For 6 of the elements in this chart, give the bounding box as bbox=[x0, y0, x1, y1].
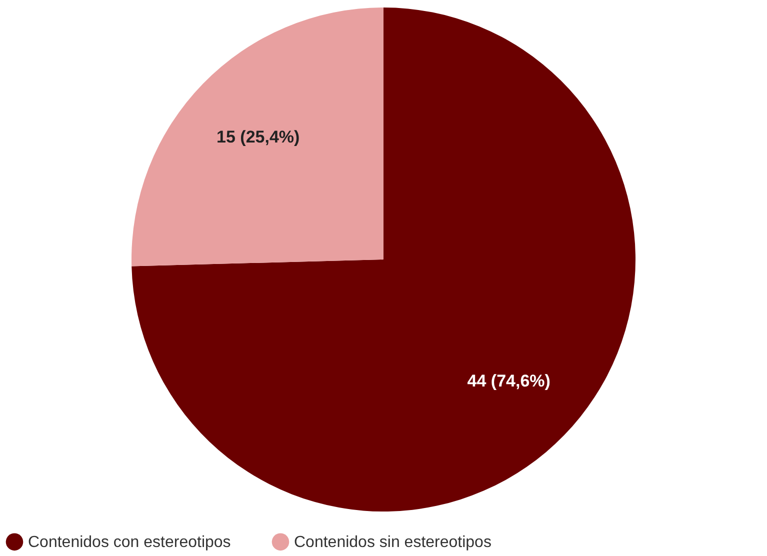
data-label: 15 (25,4%) bbox=[216, 127, 300, 146]
data-label: 44 (74,6%) bbox=[467, 372, 550, 391]
legend-label: Contenidos con estereotipos bbox=[28, 534, 231, 551]
legend-label: Contenidos sin estereotipos bbox=[294, 534, 492, 551]
pie-slice bbox=[132, 8, 636, 512]
pie-slice bbox=[132, 8, 384, 266]
